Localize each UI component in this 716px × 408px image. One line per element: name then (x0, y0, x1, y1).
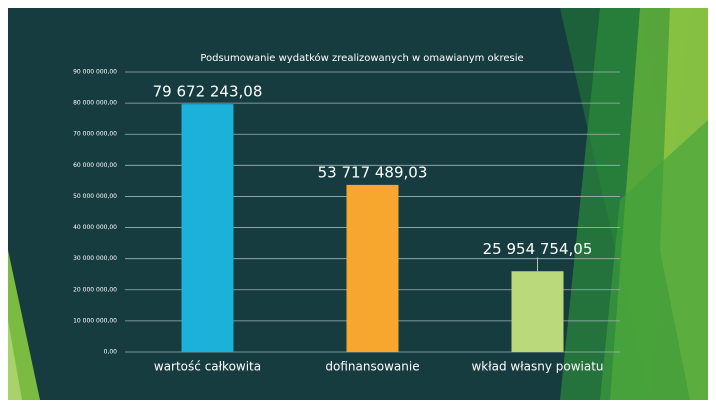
y-tick-label: 10 000 000,00 (73, 317, 117, 324)
y-tick-label: 40 000 000,00 (73, 224, 117, 231)
y-tick-label: 70 000 000,00 (73, 131, 117, 138)
x-tick-label: wartość całkowita (154, 360, 261, 374)
x-tick-label: wkład własny powiatu (471, 360, 603, 374)
bar (512, 271, 564, 352)
value-label: 25 954 754,05 (483, 240, 593, 258)
y-tick-label: 60 000 000,00 (73, 162, 117, 169)
y-tick-label: 20 000 000,00 (73, 286, 117, 293)
y-tick-label: 80 000 000,00 (73, 100, 117, 107)
chart-title: Podsumowanie wydatków zrealizowanych w o… (200, 52, 523, 64)
y-tick-label: 90 000 000,00 (73, 69, 117, 76)
slide: Podsumowanie wydatków zrealizowanych w o… (0, 0, 716, 408)
y-tick-label: 50 000 000,00 (73, 193, 117, 200)
value-label: 53 717 489,03 (318, 163, 428, 181)
bar (347, 185, 399, 352)
bar (182, 104, 234, 352)
y-tick-label: 0,00 (104, 349, 118, 356)
x-tick-label: dofinansowanie (325, 360, 419, 374)
y-tick-label: 30 000 000,00 (73, 255, 117, 262)
value-label: 79 672 243,08 (153, 83, 263, 101)
